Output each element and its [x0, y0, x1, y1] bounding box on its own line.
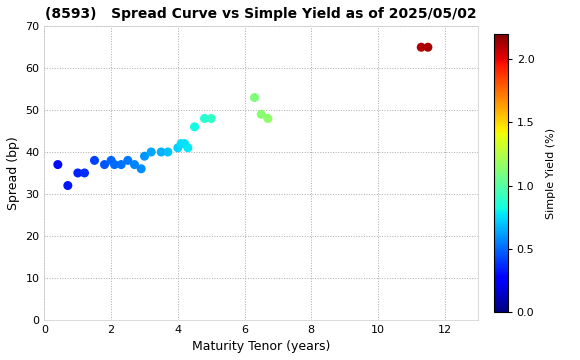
Y-axis label: Simple Yield (%): Simple Yield (%) — [546, 127, 556, 219]
Point — [263, 116, 273, 121]
Point — [140, 153, 149, 159]
Point — [130, 162, 139, 167]
Point — [63, 183, 72, 188]
Point — [256, 111, 266, 117]
Point — [100, 162, 109, 167]
Point — [53, 162, 63, 167]
Point — [107, 158, 116, 163]
Point — [147, 149, 156, 155]
Point — [136, 166, 146, 172]
Point — [123, 158, 132, 163]
Point — [190, 124, 199, 130]
Point — [206, 116, 216, 121]
Point — [157, 149, 166, 155]
Point — [183, 145, 193, 151]
Point — [416, 44, 426, 50]
Point — [176, 141, 186, 147]
X-axis label: Maturity Tenor (years): Maturity Tenor (years) — [192, 340, 331, 353]
Point — [250, 95, 259, 100]
Point — [80, 170, 89, 176]
Point — [90, 158, 99, 163]
Point — [163, 149, 172, 155]
Point — [173, 145, 183, 151]
Point — [423, 44, 433, 50]
Point — [73, 170, 82, 176]
Title: (8593)   Spread Curve vs Simple Yield as of 2025/05/02: (8593) Spread Curve vs Simple Yield as o… — [45, 7, 477, 21]
Y-axis label: Spread (bp): Spread (bp) — [7, 136, 20, 210]
Point — [117, 162, 126, 167]
Point — [110, 162, 119, 167]
Point — [200, 116, 209, 121]
Point — [180, 141, 189, 147]
